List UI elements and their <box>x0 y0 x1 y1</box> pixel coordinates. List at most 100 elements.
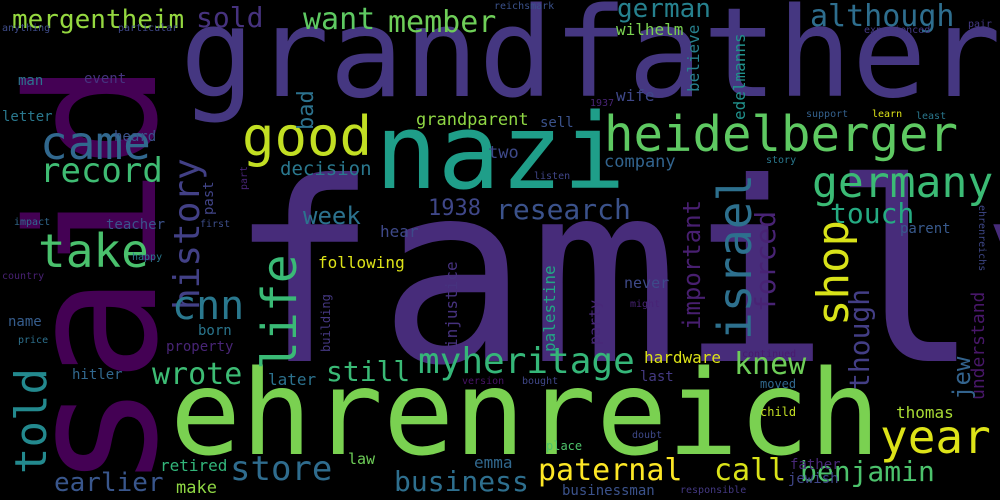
word-benjamin: benjamin <box>800 455 935 488</box>
word-came: came <box>40 116 151 170</box>
word-still: still <box>326 355 411 388</box>
word-continued: continued <box>742 349 797 360</box>
word-wrote: wrote <box>152 357 243 392</box>
word-nazi: nazi <box>375 91 626 213</box>
word-record: record <box>40 151 163 191</box>
word-following: following <box>318 253 405 272</box>
word-past: past <box>201 181 217 215</box>
word-year: year <box>880 410 991 464</box>
word-bought: bought <box>522 376 559 387</box>
word-name: name <box>8 314 42 330</box>
word-retired: retired <box>160 456 228 475</box>
word-although: although <box>810 0 955 34</box>
word-sell: sell <box>540 115 574 131</box>
word-first: first <box>200 219 231 230</box>
word-understand: understand <box>968 291 989 400</box>
word-last: last <box>640 369 674 385</box>
word-make: make <box>176 478 217 498</box>
word-moved: moved <box>760 377 797 391</box>
word-ehrenreich: ehrenreich <box>170 344 881 482</box>
word-party: party <box>586 299 604 345</box>
word-place: place <box>546 439 583 453</box>
word-member: member <box>388 5 497 40</box>
word-thomas: thomas <box>896 403 954 422</box>
word-price: price <box>18 335 49 346</box>
word-wife: wife <box>616 86 655 105</box>
word-week: week <box>303 202 361 230</box>
word-event: event <box>84 71 127 87</box>
word-story: story <box>766 155 797 166</box>
word-jewish: jewish <box>788 471 839 487</box>
word-part: part <box>239 165 250 190</box>
word-particular: particular <box>118 23 179 34</box>
word-never: never <box>624 274 670 292</box>
word-hardware: hardware <box>644 348 722 367</box>
word-cnn: cnn <box>172 283 245 329</box>
word-good: good <box>242 105 373 168</box>
word-impact: impact <box>14 217 51 228</box>
word-forced: forced <box>749 210 782 312</box>
word-reichsmark: reichsmark <box>494 1 555 12</box>
word-research: research <box>496 193 631 226</box>
word-hitler: hitler <box>72 367 123 383</box>
word-anything: anything <box>2 23 51 34</box>
word-father: father <box>790 457 841 473</box>
word-believe: believe <box>684 24 703 92</box>
word-two: two <box>488 143 519 163</box>
word-born: born <box>198 323 232 339</box>
word-child: child <box>760 405 797 419</box>
word-building: building <box>319 294 333 352</box>
word-emma: emma <box>474 453 513 472</box>
word-wilhelm: wilhelm <box>616 20 684 39</box>
word-injustice: injustice <box>442 261 461 348</box>
word-grandfather: grandfather <box>180 0 1000 126</box>
word-paternal: paternal <box>538 453 683 488</box>
word-take: take <box>38 224 149 278</box>
word-teacher: teacher <box>106 217 166 233</box>
word-doubt: doubt <box>632 430 663 441</box>
word-experienced: experienced <box>864 25 931 36</box>
word-heidelberger: heidelberger <box>604 106 959 163</box>
word-least: least <box>916 111 947 122</box>
word-bad: bad <box>294 90 319 130</box>
word-though: though <box>843 288 876 390</box>
word-grandparent: grandparent <box>416 110 529 130</box>
word-want: want <box>303 2 376 37</box>
word-business: business <box>394 465 529 498</box>
word-family: family <box>228 129 1000 420</box>
word-call: call <box>714 453 787 488</box>
word-letter: letter <box>2 109 53 125</box>
word-listen: listen <box>534 171 571 182</box>
word-version: version <box>462 376 505 387</box>
word-1937: 1937 <box>590 98 615 109</box>
word-decision: decision <box>280 158 372 180</box>
word-sold: sold <box>196 1 264 34</box>
word-hear: hear <box>380 222 419 241</box>
word-man: man <box>18 73 44 89</box>
word-law: law <box>348 450 376 468</box>
word-life: life <box>252 254 308 370</box>
word-edelmanns: edelmanns <box>730 33 749 120</box>
word-parent: parent <box>900 221 951 237</box>
word-touch: touch <box>830 197 915 230</box>
word-palestine: palestine <box>540 265 559 352</box>
word-learn: learn <box>872 109 903 120</box>
word-germany: germany <box>812 158 994 208</box>
word-pair: pair <box>968 19 993 30</box>
word-country: country <box>2 271 45 282</box>
word-german: german <box>617 0 711 24</box>
word-ehrenreichs: ehrenreichs <box>976 205 987 272</box>
word-told: told <box>6 368 57 474</box>
word-important: important <box>678 199 706 330</box>
word-company: company <box>604 152 676 172</box>
word-knew: knew <box>734 347 807 382</box>
word-happy: happy <box>132 252 163 263</box>
word-heard: heard <box>114 129 157 145</box>
word-responsible: responsible <box>680 485 747 496</box>
word-might: might <box>630 299 661 310</box>
word-support: support <box>806 109 849 120</box>
word-property: property <box>166 339 234 355</box>
word-later: later <box>268 370 317 389</box>
word-businessman: businessman <box>562 483 655 499</box>
